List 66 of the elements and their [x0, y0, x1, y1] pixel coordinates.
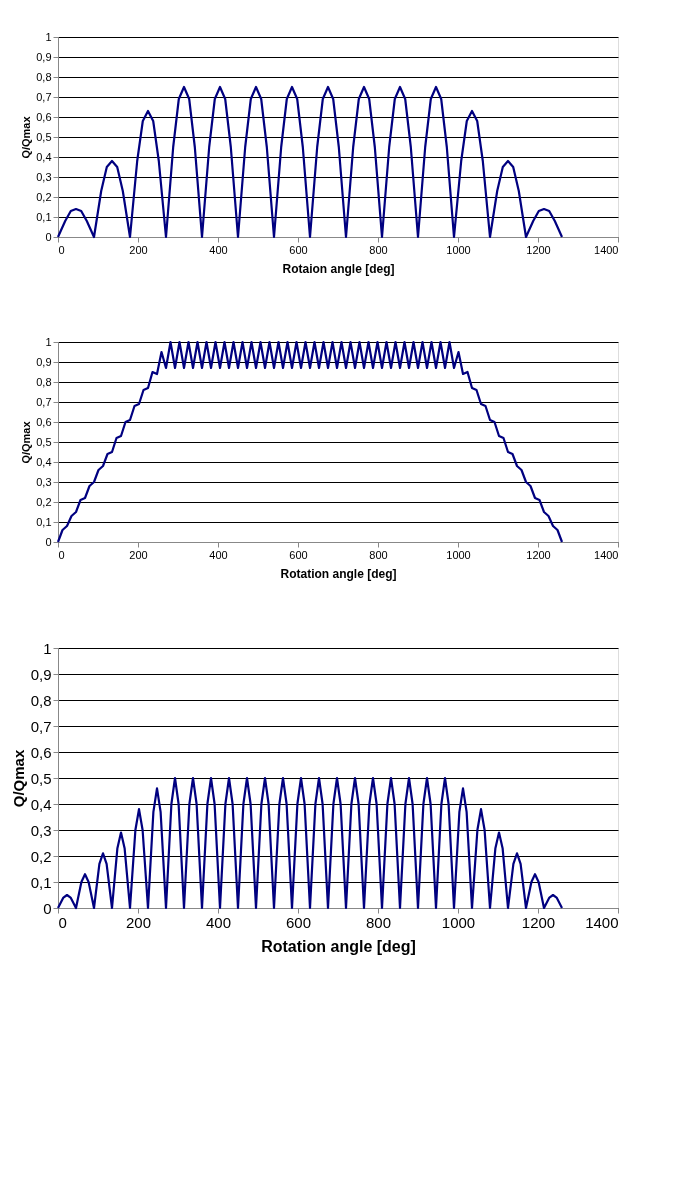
- y-tick-label: 0,3: [36, 475, 52, 488]
- x-tick-label: 800: [365, 913, 392, 931]
- x-tick-label: 1400: [585, 913, 619, 931]
- line-series: [56, 85, 564, 239]
- line-series: [56, 776, 564, 910]
- y-tick-label: 1: [45, 335, 52, 348]
- x-tick-label: 1000: [446, 243, 471, 256]
- y-tick-label: 0,5: [36, 435, 52, 448]
- x-tick-label: 1400: [594, 548, 619, 561]
- x-tick-label: 600: [285, 913, 312, 931]
- x-tick-label: 1400: [594, 243, 619, 256]
- x-tick-label: 600: [289, 548, 308, 561]
- y-tick-label: 0,9: [36, 355, 52, 368]
- y-tick-label: 0: [45, 230, 52, 243]
- y-tick-label: 0,7: [36, 395, 52, 408]
- x-tick-label: 800: [369, 243, 388, 256]
- y-tick-label: 0,4: [30, 795, 52, 813]
- y-tick-label: 0,6: [36, 415, 52, 428]
- x-tick-label: 0: [58, 548, 65, 561]
- y-axis-title: Q/Qmax: [20, 420, 33, 464]
- y-tick-label: 0,6: [30, 743, 52, 761]
- y-tick-label: 0,8: [36, 70, 52, 83]
- y-tick-label: 0,5: [30, 769, 52, 787]
- y-tick-label: 0,3: [30, 821, 52, 839]
- y-tick-label: 0,1: [30, 873, 52, 891]
- x-tick-label: 1000: [446, 548, 471, 561]
- y-tick-label: 0,2: [30, 847, 52, 865]
- y-tick-label: 0,9: [36, 50, 52, 63]
- y-tick-label: 0,7: [36, 90, 52, 103]
- y-tick-label: 0,9: [30, 665, 52, 683]
- y-tick-label: 0: [45, 535, 52, 548]
- y-tick-label: 0,5: [36, 130, 52, 143]
- y-tick-label: 0,3: [36, 170, 52, 183]
- y-tick-label: 0,8: [30, 691, 52, 709]
- y-tick-label: 0,7: [30, 717, 52, 735]
- y-tick-label: 0,2: [36, 495, 52, 508]
- y-tick-label: 0,8: [36, 375, 52, 388]
- x-tick-label: 1000: [441, 913, 476, 931]
- x-tick-label: 400: [209, 548, 228, 561]
- x-tick-label: 400: [209, 243, 228, 256]
- x-tick-label: 1200: [526, 548, 551, 561]
- y-tick-label: 0,4: [36, 150, 52, 163]
- x-tick-label: 200: [129, 548, 148, 561]
- y-axis-title: Q/Qmax: [20, 115, 33, 159]
- x-tick-label: 1200: [526, 243, 551, 256]
- x-tick-label: 600: [289, 243, 308, 256]
- y-tick-label: 0,2: [36, 190, 52, 203]
- y-tick-label: 0,6: [36, 110, 52, 123]
- y-tick-label: 0: [43, 899, 52, 917]
- x-tick-label: 0: [58, 243, 65, 256]
- x-tick-label: 0: [58, 913, 67, 931]
- y-tick-label: 0,4: [36, 455, 52, 468]
- y-axis-title: Q/Qmax: [9, 749, 27, 808]
- y-tick-label: 1: [43, 639, 52, 657]
- y-tick-label: 1: [45, 30, 52, 43]
- x-axis-title: Rotation angle [deg]: [280, 566, 397, 581]
- line-series: [56, 340, 564, 544]
- x-axis-title: Rotaion angle [deg]: [282, 261, 395, 276]
- y-tick-label: 0,1: [36, 210, 52, 223]
- x-axis-title: Rotation angle [deg]: [261, 937, 416, 955]
- x-tick-label: 200: [125, 913, 152, 931]
- x-tick-label: 200: [129, 243, 148, 256]
- x-tick-label: 800: [369, 548, 388, 561]
- y-tick-label: 0,1: [36, 515, 52, 528]
- x-tick-label: 400: [205, 913, 232, 931]
- x-tick-label: 1200: [521, 913, 556, 931]
